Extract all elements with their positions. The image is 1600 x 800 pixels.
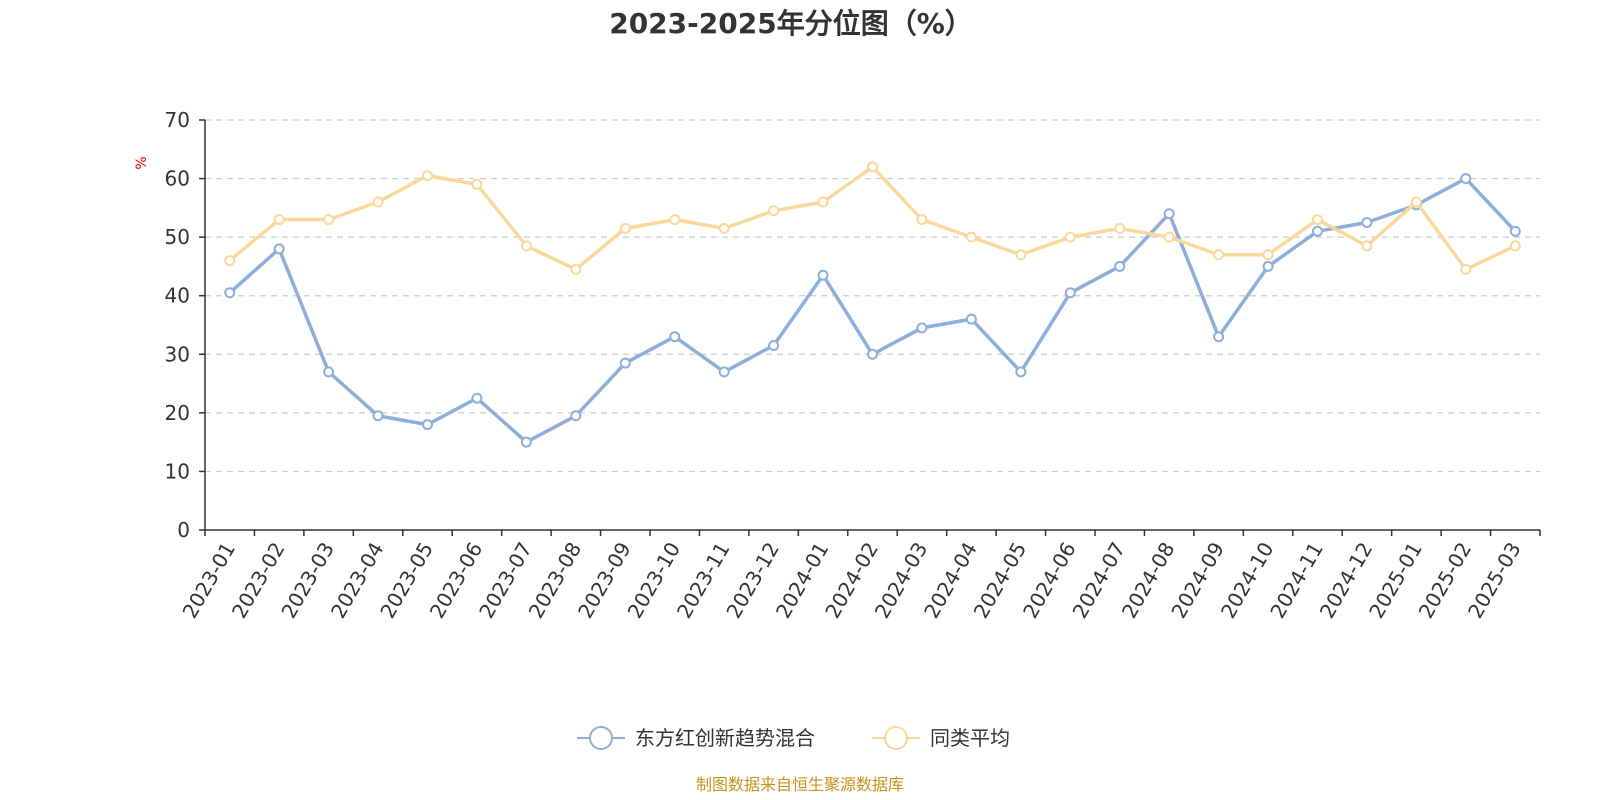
data-point[interactable] bbox=[1114, 260, 1126, 272]
series-1 bbox=[224, 161, 1521, 275]
data-point[interactable] bbox=[669, 331, 681, 343]
data-point[interactable] bbox=[570, 410, 582, 422]
y-tick-label: 0 bbox=[177, 518, 190, 542]
data-point[interactable] bbox=[718, 222, 730, 234]
data-point[interactable] bbox=[1509, 225, 1521, 237]
grid-lines bbox=[205, 119, 1540, 473]
data-point[interactable] bbox=[718, 366, 730, 378]
data-point[interactable] bbox=[867, 161, 878, 173]
data-point[interactable] bbox=[817, 196, 829, 208]
data-point[interactable] bbox=[1213, 249, 1225, 261]
data-point[interactable] bbox=[916, 322, 928, 334]
data-point[interactable] bbox=[1262, 249, 1274, 261]
data-point[interactable] bbox=[372, 196, 384, 208]
data-point[interactable] bbox=[1262, 260, 1274, 272]
data-point[interactable] bbox=[273, 214, 285, 226]
data-point[interactable] bbox=[1312, 214, 1323, 226]
data-point[interactable] bbox=[1213, 331, 1225, 343]
axes: 0102030405060702023-012023-022023-032023… bbox=[165, 108, 1541, 622]
data-point[interactable] bbox=[1509, 240, 1521, 252]
series-lines bbox=[224, 161, 1521, 448]
data-point[interactable] bbox=[1163, 208, 1175, 220]
data-point[interactable] bbox=[224, 287, 236, 299]
data-point[interactable] bbox=[1064, 287, 1076, 299]
data-point[interactable] bbox=[965, 231, 977, 243]
data-point[interactable] bbox=[1312, 225, 1323, 237]
data-point[interactable] bbox=[422, 170, 433, 182]
series-0 bbox=[224, 173, 1521, 448]
data-point[interactable] bbox=[1114, 222, 1126, 234]
legend-item-0[interactable]: 东方红创新趋势混合 bbox=[577, 726, 815, 750]
y-tick-label: 50 bbox=[165, 225, 190, 249]
legend-label: 东方红创新趋势混合 bbox=[635, 726, 815, 750]
data-point[interactable] bbox=[817, 269, 829, 281]
data-point[interactable] bbox=[1163, 231, 1175, 243]
data-point[interactable] bbox=[1460, 173, 1472, 185]
data-point[interactable] bbox=[323, 214, 335, 226]
y-tick-label: 20 bbox=[165, 401, 190, 425]
data-point[interactable] bbox=[1361, 217, 1373, 228]
legend-item-1[interactable]: 同类平均 bbox=[872, 726, 1010, 750]
data-point[interactable] bbox=[1361, 240, 1373, 252]
data-point[interactable] bbox=[768, 205, 780, 217]
chart-title: 2023-2025年分位图（%） bbox=[609, 7, 973, 40]
data-point[interactable] bbox=[273, 243, 285, 255]
data-point[interactable] bbox=[1015, 249, 1027, 261]
legend[interactable]: 东方红创新趋势混合 同类平均 bbox=[577, 726, 1010, 750]
source-note: 制图数据来自恒生聚源数据库 bbox=[696, 775, 904, 794]
data-point[interactable] bbox=[1064, 231, 1076, 243]
data-point[interactable] bbox=[768, 340, 780, 351]
data-point[interactable] bbox=[224, 255, 236, 267]
data-point[interactable] bbox=[916, 214, 928, 226]
legend-circle-icon bbox=[884, 726, 908, 750]
data-point[interactable] bbox=[619, 222, 631, 234]
data-point[interactable] bbox=[669, 214, 681, 226]
data-point[interactable] bbox=[570, 263, 582, 275]
legend-label: 同类平均 bbox=[930, 726, 1010, 750]
data-point[interactable] bbox=[1410, 196, 1422, 208]
data-point[interactable] bbox=[867, 348, 878, 360]
y-axis-unit: % bbox=[134, 156, 150, 169]
data-point[interactable] bbox=[1460, 263, 1472, 275]
data-point[interactable] bbox=[372, 410, 384, 422]
y-tick-label: 60 bbox=[165, 167, 190, 191]
y-tick-label: 10 bbox=[165, 459, 190, 483]
data-point[interactable] bbox=[965, 313, 977, 325]
data-point[interactable] bbox=[422, 419, 433, 431]
data-point[interactable] bbox=[619, 357, 631, 369]
legend-circle-icon bbox=[589, 726, 613, 750]
data-point[interactable] bbox=[471, 392, 483, 404]
data-point[interactable] bbox=[323, 366, 335, 378]
data-point[interactable] bbox=[520, 240, 532, 252]
data-point[interactable] bbox=[471, 178, 483, 190]
y-tick-label: 70 bbox=[165, 108, 190, 132]
data-point[interactable] bbox=[520, 436, 532, 448]
y-tick-label: 30 bbox=[165, 342, 190, 366]
data-point[interactable] bbox=[1015, 366, 1027, 378]
y-tick-label: 40 bbox=[165, 284, 190, 308]
